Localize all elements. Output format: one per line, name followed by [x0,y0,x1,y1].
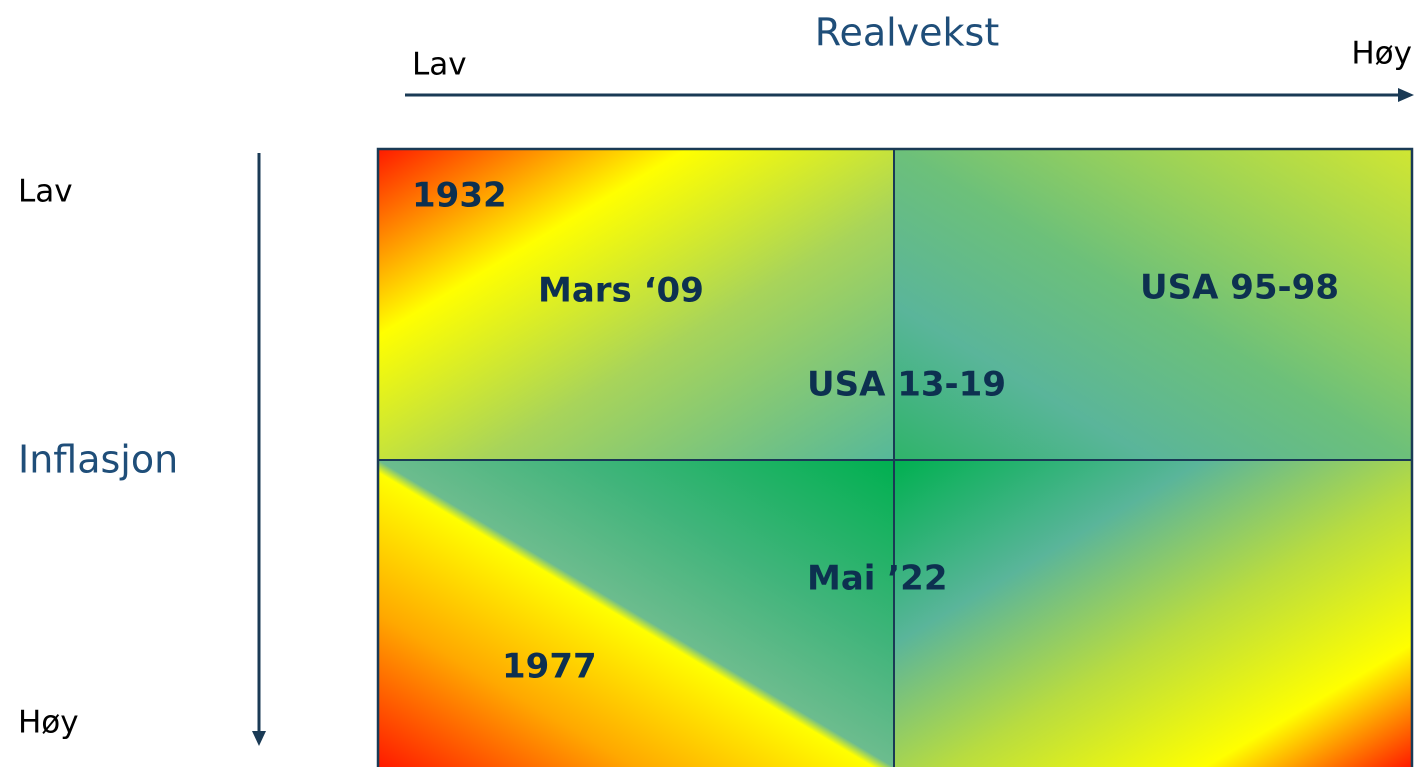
y-axis-high: Høy [18,705,79,741]
y-arrowhead [252,731,266,746]
quadrant [378,149,894,460]
period-label: Mai ’22 [807,559,948,599]
quadrant [378,460,894,767]
period-label: Mars ‘09 [538,271,704,311]
y-axis-low: Lav [18,174,73,210]
period-label: USA 13-19 [807,365,1006,405]
quadrant [894,460,1412,767]
x-arrowhead [1398,88,1414,102]
x-axis-high: Høy [1351,36,1412,72]
x-axis-low: Lav [412,47,467,83]
quadrant [894,149,1412,460]
period-label: 1932 [412,176,507,216]
period-label: 1977 [502,647,597,687]
period-label: USA 95-98 [1140,268,1339,308]
y-axis-title: Inflasjon [18,438,178,482]
x-axis-title: Realvekst [815,11,1000,55]
